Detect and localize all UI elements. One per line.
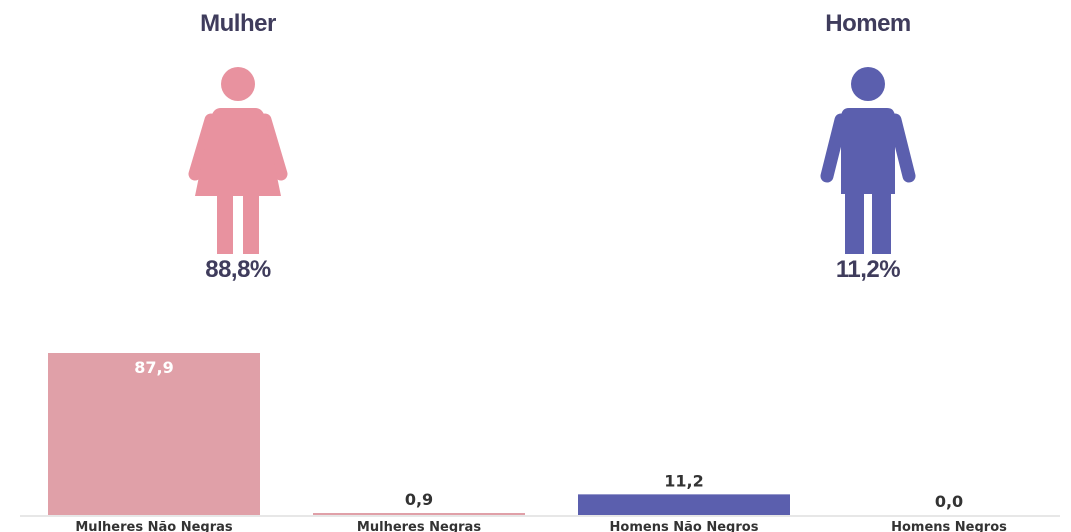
bar-value-label: 87,9 [134, 358, 173, 377]
bar [578, 494, 790, 515]
bar-value-label: 0,9 [405, 490, 433, 509]
man-icon [813, 64, 923, 261]
category-label: Homens Não Negros [610, 520, 759, 532]
category-label: Mulheres Não Negras [75, 520, 233, 532]
female-title: Mulher [200, 10, 276, 37]
female-percent: 88,8% [205, 256, 271, 283]
male-title: Homem [825, 10, 911, 37]
male-percent: 11,2% [835, 256, 901, 283]
category-label: Mulheres Negras [357, 520, 481, 532]
bar [48, 353, 260, 515]
bar-value-label: 11,2 [664, 471, 703, 490]
category-label: Homens Negros [891, 520, 1007, 532]
woman-icon [183, 64, 293, 261]
bar-value-label: 0,0 [935, 492, 963, 511]
bar [313, 513, 525, 515]
